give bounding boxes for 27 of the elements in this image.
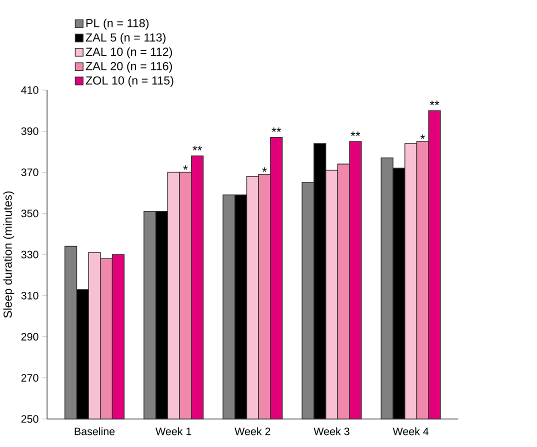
x-tick-label: Week 2 bbox=[234, 427, 270, 435]
annotation: ** bbox=[430, 100, 440, 105]
y-tick-label: 290 bbox=[21, 332, 38, 340]
y-tick-label: 390 bbox=[21, 127, 38, 135]
x-tick-label: Week 4 bbox=[392, 427, 429, 435]
x-tick-label: Week 3 bbox=[314, 427, 350, 435]
legend-label: ZAL 5 (n = 113) bbox=[86, 32, 166, 44]
annotation: ** bbox=[350, 131, 360, 136]
y-tick-label: 250 bbox=[21, 415, 38, 423]
y-tick-label: 270 bbox=[21, 374, 38, 382]
annotation: * bbox=[183, 165, 188, 170]
annotation: ** bbox=[192, 146, 202, 150]
legend-label: ZAL 20 (n = 116) bbox=[86, 62, 172, 72]
legend-label: PL (n = 118) bbox=[86, 18, 149, 30]
annotation: * bbox=[262, 167, 267, 172]
legend-label: ZAL 10 (n = 112) bbox=[86, 47, 172, 58]
y-tick-label: 350 bbox=[21, 209, 38, 218]
legend-label: ZOL 10 (n = 115) bbox=[86, 76, 174, 87]
y-tick-label: 410 bbox=[21, 86, 38, 94]
y-tick-label: 310 bbox=[21, 292, 38, 300]
y-tick-label: 370 bbox=[21, 168, 38, 176]
annotation: ** bbox=[272, 127, 282, 132]
x-tick-label: Week 1 bbox=[156, 427, 192, 435]
y-tick-label: 330 bbox=[21, 250, 38, 258]
x-tick-label: Baseline bbox=[74, 427, 115, 435]
annotation: * bbox=[420, 134, 425, 139]
y-axis-title: Sleep duration (minutes) bbox=[3, 191, 14, 318]
